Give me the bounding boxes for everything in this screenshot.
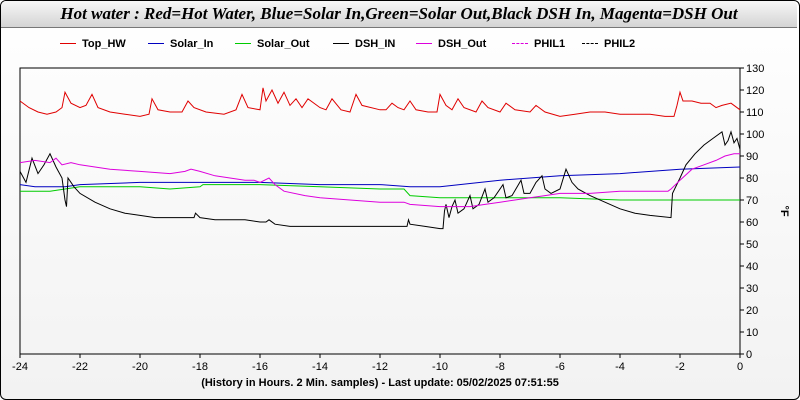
legend-label: Solar_In: [170, 38, 214, 50]
series-line-dsh-out: [19, 153, 740, 208]
y-tick-label: 60: [746, 217, 758, 229]
legend-label: PHIL1: [534, 38, 566, 50]
y-tick-label: 40: [746, 261, 758, 273]
legend-swatch: [416, 43, 432, 44]
x-tick-label: -12: [372, 361, 388, 373]
legend-label: Solar_Out: [257, 38, 310, 50]
legend-label: PHIL2: [604, 38, 636, 50]
series-line-top-hw: [19, 87, 741, 117]
series-line-solar-in: [19, 166, 741, 188]
y-tick-label: 0: [746, 349, 752, 361]
legend-swatch: [582, 43, 598, 44]
y-tick-label: 90: [746, 151, 758, 163]
y-tick-label: 110: [746, 107, 764, 119]
x-tick-label: -22: [72, 361, 88, 373]
y-tick-label: 30: [746, 283, 758, 295]
y-tick-label: 100: [746, 129, 764, 141]
legend-label: DSH_IN: [355, 38, 396, 50]
x-tick-label: -10: [432, 361, 448, 373]
y-tick-label: 130: [746, 63, 764, 75]
x-tick-label: -8: [495, 361, 505, 373]
legend-label: Top_HW: [82, 38, 126, 50]
y-tick-label: 20: [746, 305, 758, 317]
x-tick-label: -4: [615, 361, 625, 373]
x-axis-label: (History in Hours. 2 Min. samples) - Las…: [201, 377, 559, 389]
y-tick-label: 50: [746, 239, 758, 251]
chart-title: Hot water : Red=Hot Water, Blue=Solar In…: [1, 1, 797, 28]
chart-legend: Top_HW Solar_In Solar_Out DSH_IN DSH_Out PHIL…: [0, 35, 800, 53]
y-tick-label: 10: [746, 327, 758, 339]
series-line-dsh-in: [19, 130, 741, 230]
x-tick-label: -24: [12, 361, 28, 373]
series-layer: [19, 87, 741, 230]
plot-area-border: [19, 67, 741, 355]
y-tick-label: 120: [746, 85, 764, 97]
x-tick-label: -6: [555, 361, 565, 373]
series-line-solar-out: [20, 184, 740, 201]
x-tick-label: 0: [737, 361, 743, 373]
x-tick-label: -18: [192, 361, 208, 373]
legend-label: DSH_Out: [438, 38, 487, 50]
legend-swatch: [148, 43, 164, 44]
legend-swatch: [60, 43, 76, 44]
y-tick-label: 80: [746, 173, 758, 185]
legend-swatch: [512, 43, 528, 44]
x-tick-label: -14: [312, 361, 328, 373]
y-axis-label: °F: [778, 205, 790, 216]
x-tick-label: -16: [252, 361, 268, 373]
x-tick-label: -2: [675, 361, 685, 373]
legend-swatch: [333, 43, 349, 44]
x-tick-label: -20: [132, 361, 148, 373]
y-tick-label: 70: [746, 195, 758, 207]
legend-swatch: [235, 43, 251, 44]
